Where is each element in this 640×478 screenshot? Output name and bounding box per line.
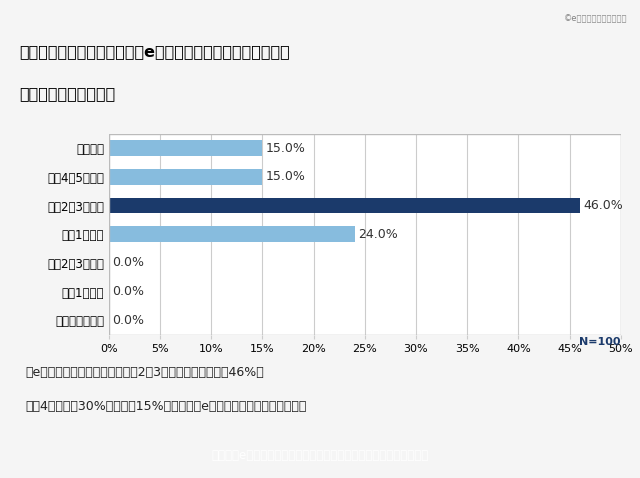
Text: 15.0%: 15.0% xyxy=(266,141,305,155)
Text: 社会人のeラーニング学習と学習記録の活用に関する意識調査報告書: 社会人のeラーニング学習と学習記録の活用に関する意識調査報告書 xyxy=(211,449,429,462)
Text: 0.0%: 0.0% xyxy=(112,285,144,298)
Bar xyxy=(109,169,262,185)
Text: あなたはどのくらいの頻度でeラーニング学習をしていますか: あなたはどのくらいの頻度でeラーニング学習をしていますか xyxy=(19,44,290,59)
Text: ・週4日以上は30%、その内15%がほぼ毎日eラーニング学習をしている。: ・週4日以上は30%、その内15%がほぼ毎日eラーニング学習をしている。 xyxy=(25,400,307,413)
Text: （していましたか）。: （していましたか）。 xyxy=(19,87,115,101)
Text: 0.0%: 0.0% xyxy=(112,256,144,270)
Text: 15.0%: 15.0% xyxy=(266,170,305,184)
Text: 46.0%: 46.0% xyxy=(583,199,623,212)
Text: 24.0%: 24.0% xyxy=(358,228,397,241)
Bar xyxy=(109,198,580,214)
Bar xyxy=(109,141,262,156)
Text: ©eラーニング戦略研究所: ©eラーニング戦略研究所 xyxy=(564,14,627,23)
Bar xyxy=(109,134,621,335)
Text: ・eラーニングの学習頻度は「週2〜3日」がもっとも多く46%。: ・eラーニングの学習頻度は「週2〜3日」がもっとも多く46%。 xyxy=(25,366,264,379)
Text: 0.0%: 0.0% xyxy=(112,314,144,327)
Text: N=100: N=100 xyxy=(579,337,621,347)
Bar xyxy=(109,227,355,242)
